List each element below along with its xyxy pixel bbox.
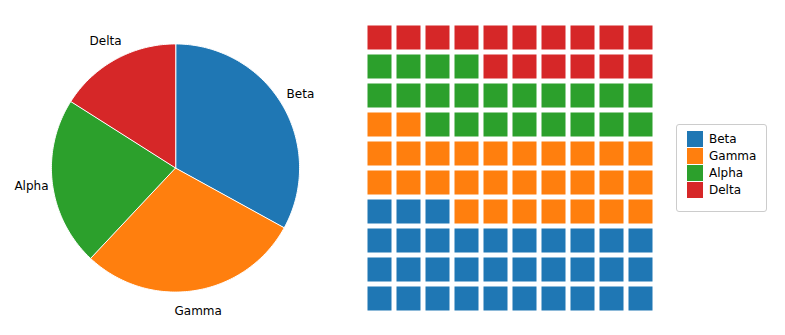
html-text:Gamma: Gamma bbox=[709, 148, 757, 163]
svg-text:Gamma: Gamma bbox=[175, 304, 222, 318]
html-text:Delta: Delta bbox=[709, 182, 741, 197]
svg-text:Alpha: Alpha bbox=[14, 179, 48, 193]
html-text:Alpha: Alpha bbox=[709, 165, 744, 180]
html-text:Beta: Beta bbox=[709, 131, 737, 146]
svg-text:Delta: Delta bbox=[90, 34, 122, 48]
svg-text:Beta: Beta bbox=[287, 87, 315, 101]
